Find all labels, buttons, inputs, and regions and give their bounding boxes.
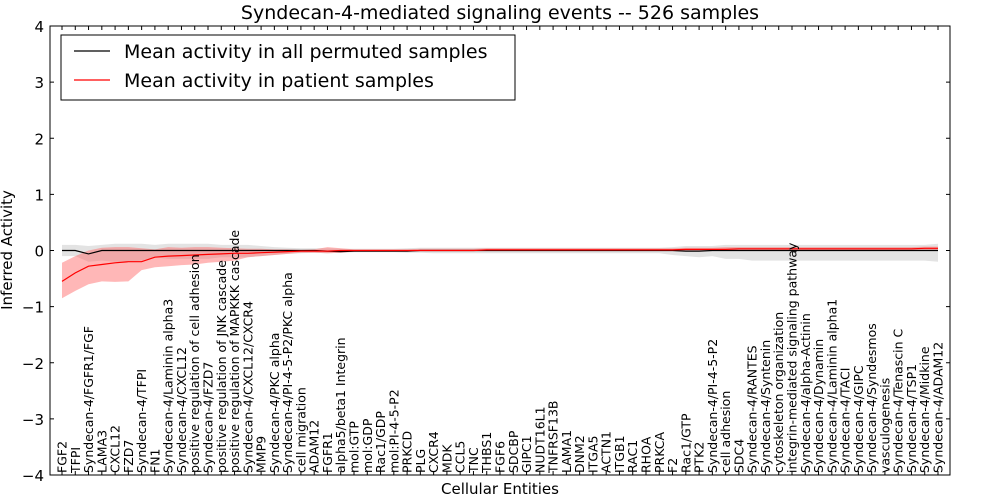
x-tick-label: Syndecan-4/Laminin alpha3 — [161, 299, 176, 473]
x-tick-label: Syndecan-4/FGFR1/FGF — [81, 326, 96, 473]
x-tick-label: FN1 — [147, 449, 162, 474]
x-tick-label: CXCR4 — [426, 431, 441, 473]
x-tick-label: SDCBP — [506, 430, 521, 473]
x-tick-label: mol:GTP — [347, 421, 362, 473]
x-tick-label: Syndecan-4/alpha-Actinin — [798, 313, 813, 473]
x-tick-label: positive regulation of cell adhesion — [187, 254, 202, 473]
y-tick-label: 2 — [34, 130, 44, 148]
x-tick-label: mol:PI-4-5-P2 — [386, 389, 401, 473]
x-tick-label: DNM2 — [572, 435, 587, 473]
x-tick-label: Rac1/GTP — [678, 413, 693, 473]
x-tick-label: Syndecan-4/Midkine — [917, 346, 932, 473]
line-patient — [61, 247, 938, 282]
x-tick-label: PLG — [413, 449, 428, 473]
x-tick-label: TFPI — [68, 447, 83, 474]
confidence-bands — [62, 243, 938, 299]
x-tick-label: FZD7 — [121, 440, 136, 473]
x-tick-label: RAC1 — [625, 440, 640, 473]
y-tick-label: 0 — [34, 243, 44, 261]
x-tick-label: positive regulation of JNK cascade — [214, 260, 229, 473]
x-tick-label: TNFRSF13B — [546, 401, 561, 474]
x-tick-label: LAMA1 — [559, 430, 574, 473]
y-tick-label: −1 — [22, 299, 44, 317]
chart-title: Syndecan-4-mediated signaling events -- … — [241, 2, 759, 24]
x-tick-label: MDK — [439, 444, 454, 473]
y-tick-label: 4 — [34, 18, 44, 36]
x-tick-label: NUDT16L1 — [532, 406, 547, 473]
x-tick-label: alpha5/beta1 Integrin — [333, 337, 348, 473]
x-tick-label: Syndecan-4/Laminin alpha1 — [824, 299, 839, 473]
x-tick-label: FGF6 — [493, 441, 508, 473]
x-tick-label: Syndecan-4/TACI — [838, 368, 853, 473]
y-tick-label: −2 — [22, 355, 44, 373]
x-tick-label: MMP9 — [254, 436, 269, 473]
x-tick-label: ACTN1 — [599, 431, 614, 473]
x-tick-label: GIPC1 — [519, 435, 534, 473]
x-tick-label: PTK2 — [692, 442, 707, 473]
x-tick-label: Rac1/GDP — [373, 411, 388, 473]
x-tick-label: ADAM12 — [307, 420, 322, 473]
x-tick-label: LAMA3 — [94, 430, 109, 473]
x-tick-label: CXCL12 — [108, 425, 123, 473]
legend-box — [60, 34, 516, 101]
x-tick-label: Syndecan-4/PKC alpha — [267, 333, 282, 473]
y-tick-label: −3 — [22, 411, 44, 429]
x-axis-label: Cellular Entities — [441, 480, 559, 498]
x-axis: FGF2TFPISyndecan-4/FGFR1/FGFLAMA3CXCL12F… — [55, 26, 946, 475]
x-tick-label: THBS1 — [479, 432, 494, 474]
legend-label-permuted: Mean activity in all permuted samples — [124, 41, 487, 63]
legend: Mean activity in all permuted samples Me… — [60, 34, 516, 101]
x-tick-label: PRKCD — [400, 431, 415, 473]
x-tick-label: Syndecan-4/CXCL12 — [174, 347, 189, 473]
x-tick-label: Syndecan-4/GIPC — [851, 365, 866, 473]
x-tick-label: mol:GDP — [360, 418, 375, 473]
legend-label-patient: Mean activity in patient samples — [124, 70, 434, 92]
y-tick-label: −4 — [22, 467, 44, 485]
band-permuted — [62, 243, 938, 262]
y-axis-label: Inferred Activity — [0, 190, 16, 310]
x-tick-label: Syndecan-4/PI-4-5-P2/PKC alpha — [280, 272, 295, 473]
x-tick-label: Syndecan-4/Syndesmos — [864, 323, 879, 473]
x-tick-label: CCL5 — [453, 441, 468, 473]
x-tick-label: cell migration — [293, 387, 308, 473]
x-tick-label: cytoskeleton organization — [771, 312, 786, 473]
x-tick-label: cell adhesion — [718, 391, 733, 473]
x-tick-label: RHOA — [639, 436, 654, 473]
x-tick-label: Syndecan-4/FZD7 — [201, 362, 216, 473]
x-tick-label: ITGB1 — [612, 435, 627, 473]
x-tick-label: Syndecan-4/Tenascin C — [891, 328, 906, 473]
y-tick-label: 3 — [34, 74, 44, 92]
x-tick-label: Syndecan-4/Dynamin — [811, 339, 826, 473]
series-lines — [61, 247, 938, 282]
x-tick-label: integrin-mediated signaling pathway — [785, 242, 800, 473]
x-tick-label: Syndecan-4/TSP1 — [904, 364, 919, 473]
x-tick-label: ITGA5 — [585, 435, 600, 473]
x-tick-label: Syndecan-4/CXCL12/CXCR4 — [240, 301, 255, 473]
x-tick-label: Syndecan-4/TFPI — [134, 369, 149, 473]
y-axis: −4 −3 −2 −1 0 1 2 3 4 — [22, 18, 950, 485]
y-tick-label: 1 — [34, 186, 44, 204]
x-tick-label: TNC — [466, 447, 481, 474]
band-patient — [62, 246, 938, 299]
x-tick-label: Syndecan-4/Syntenin — [758, 340, 773, 473]
x-tick-label: Syndecan-4/PI-4-5-P2 — [705, 339, 720, 473]
x-tick-label: FGFR1 — [320, 432, 335, 473]
x-tick-label: vasculogenesis — [877, 378, 892, 473]
x-tick-label: Syndecan-4/RANTES — [745, 345, 760, 473]
x-tick-label: PRKCA — [652, 432, 667, 473]
x-tick-label: Syndecan-4/ADAM12 — [931, 342, 946, 473]
x-tick-label: FGF2 — [55, 441, 70, 473]
x-tick-label: positive regulation of MAPKKK cascade — [227, 230, 242, 473]
x-tick-label: SDC4 — [731, 439, 746, 473]
x-tick-label: F2 — [665, 458, 680, 473]
